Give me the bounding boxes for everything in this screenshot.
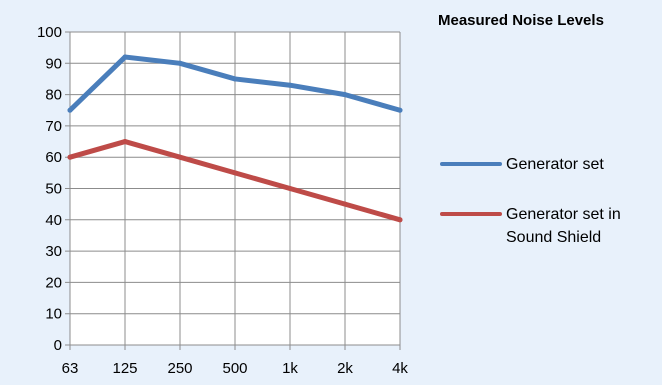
y-tick-label: 20 — [45, 274, 62, 291]
data-point — [177, 154, 183, 160]
series-lines — [67, 54, 403, 223]
y-axis: 0 10 20 30 40 50 60 70 80 90 100 — [37, 24, 62, 354]
data-point — [397, 107, 403, 113]
x-tick-label: 2k — [337, 360, 353, 377]
x-tick-label: 4k — [392, 360, 408, 377]
legend-label-generator-set: Generator set — [506, 156, 604, 173]
data-point — [67, 154, 73, 160]
data-point — [232, 76, 238, 82]
y-tick-label: 80 — [45, 87, 62, 104]
legend-label-sound-shield: Generator set in Sound Shield — [506, 206, 621, 246]
y-tick-label: 30 — [45, 243, 62, 260]
data-point — [122, 54, 128, 60]
y-tick-label: 90 — [45, 55, 62, 72]
data-point — [397, 217, 403, 223]
y-tick-label: 70 — [45, 118, 62, 135]
y-tick-label: 50 — [45, 181, 62, 198]
data-point — [122, 139, 128, 145]
x-tick-label: 1k — [282, 360, 298, 377]
data-point — [177, 60, 183, 66]
data-point — [232, 170, 238, 176]
legend-item-generator-set: Generator set — [440, 152, 655, 202]
x-tick-label: 500 — [222, 360, 247, 377]
y-tick-label: 10 — [45, 306, 62, 323]
y-tick-label: 40 — [45, 212, 62, 229]
x-axis: 63 125 250 500 1k 2k 4k — [62, 345, 408, 377]
data-point — [287, 82, 293, 88]
legend-swatch-sound-shield — [440, 212, 502, 216]
data-point — [342, 92, 348, 98]
y-tick-label: 0 — [54, 337, 62, 354]
data-point — [67, 107, 73, 113]
legend-item-sound-shield: Generator set in Sound Shield — [440, 202, 655, 252]
chart-title: Measured Noise Levels — [438, 12, 604, 29]
x-tick-label: 63 — [62, 360, 79, 377]
legend: Generator set Generator set in Sound Shi… — [440, 152, 655, 252]
x-tick-label: 250 — [167, 360, 192, 377]
data-point — [287, 186, 293, 191]
grid-horizontal — [65, 31, 400, 346]
legend-swatch-generator-set — [440, 162, 502, 166]
y-tick-label: 100 — [37, 24, 62, 41]
y-tick-label: 60 — [45, 149, 62, 166]
x-tick-label: 125 — [112, 360, 137, 377]
data-point — [342, 201, 348, 207]
